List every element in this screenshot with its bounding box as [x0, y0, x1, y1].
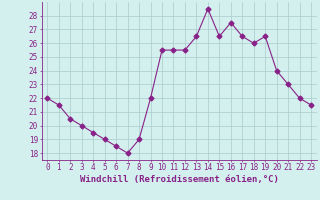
X-axis label: Windchill (Refroidissement éolien,°C): Windchill (Refroidissement éolien,°C): [80, 175, 279, 184]
